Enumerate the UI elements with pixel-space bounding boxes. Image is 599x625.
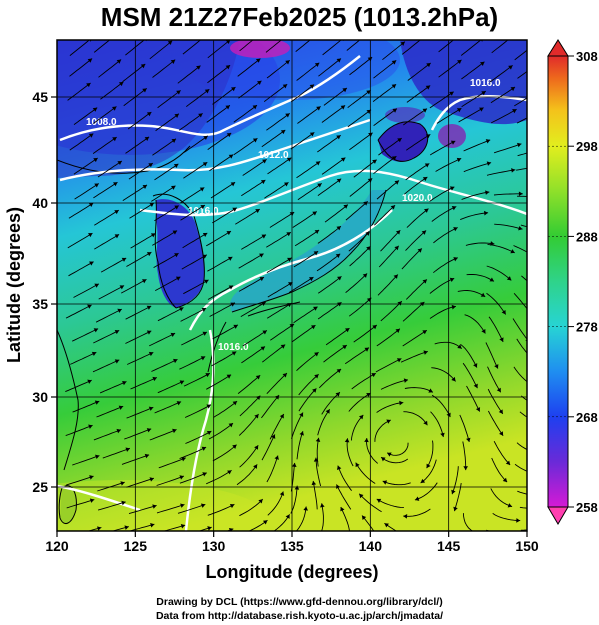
x-axis-ticks: 120 125 130 135 140 145 150 xyxy=(45,531,539,554)
temperature-field xyxy=(57,40,527,531)
credit-line-data: Data from http://database.rish.kyoto-u.a… xyxy=(155,610,444,622)
contour-labels: 1016.0 1008.0 1012.0 1016.0 1020.0 1016.… xyxy=(86,78,501,353)
x-tick-label: 135 xyxy=(280,538,304,554)
lat-lon-grid xyxy=(57,40,527,531)
map-title: MSM 21Z27Feb2025 (1013.2hPa) xyxy=(100,2,499,32)
contour-label: 1016.0 xyxy=(218,342,249,353)
colorbar-tick-label: 278 xyxy=(576,320,598,335)
x-tick-label: 125 xyxy=(124,538,148,554)
contour-label: 1016.0 xyxy=(470,78,501,89)
colorbar: 258 268 278 288 298 308 xyxy=(547,39,598,525)
credit-line-drawing: Drawing by DCL (https://www.gfd-dennou.o… xyxy=(156,596,443,608)
colorbar-tick-label: 268 xyxy=(576,410,598,425)
y-axis-label: Latitude (degrees) xyxy=(4,207,24,363)
colorbar-tick-label: 298 xyxy=(576,139,598,154)
x-tick-label: 130 xyxy=(202,538,226,554)
x-tick-label: 140 xyxy=(359,538,383,554)
y-tick-label: 30 xyxy=(32,389,48,405)
x-tick-label: 150 xyxy=(515,538,539,554)
y-tick-label: 25 xyxy=(32,479,48,495)
x-axis-label: Longitude (degrees) xyxy=(205,562,378,582)
colorbar-tick-label: 288 xyxy=(576,229,598,244)
y-tick-label: 45 xyxy=(32,89,48,105)
y-axis-ticks: 25 30 35 40 45 xyxy=(32,89,57,495)
colorbar-tick-label: 258 xyxy=(576,500,598,515)
contour-label: 1012.0 xyxy=(258,150,289,161)
wind-streamlines xyxy=(65,40,527,531)
contour-label: 1008.0 xyxy=(86,117,117,128)
contour-label: 1016.0 xyxy=(188,206,219,217)
y-tick-label: 40 xyxy=(32,195,48,211)
y-tick-label: 35 xyxy=(32,296,48,312)
colorbar-tick-label: 308 xyxy=(576,49,598,64)
contour-label: 1020.0 xyxy=(402,193,433,204)
x-tick-label: 145 xyxy=(437,538,461,554)
x-tick-label: 120 xyxy=(45,538,69,554)
